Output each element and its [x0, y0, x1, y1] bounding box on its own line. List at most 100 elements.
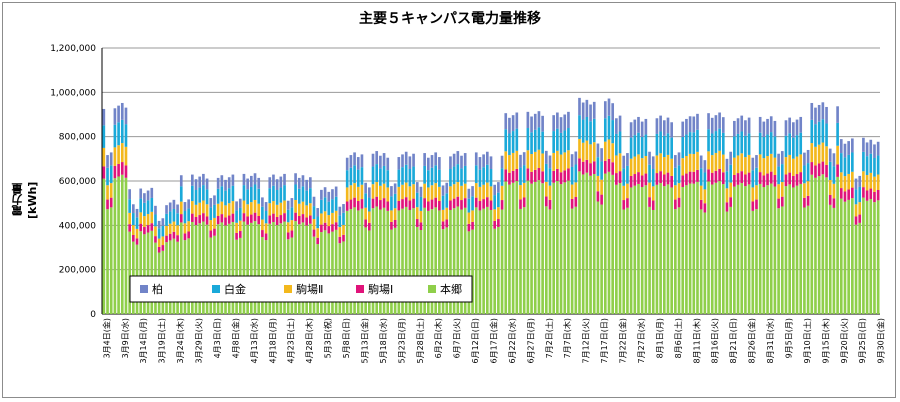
bar-本郷-202: [847, 199, 850, 314]
bar-本郷-116: [530, 183, 533, 314]
bar-白金-204: [854, 189, 858, 205]
bar-白金-189: [799, 132, 803, 155]
bar-駒場Ⅰ-87: [423, 198, 426, 208]
bar-駒場Ⅰ-53: [297, 216, 301, 225]
bar-柏-84: [412, 153, 415, 167]
bar-本郷-179: [762, 187, 766, 314]
x-tick-label: 5月3日(祝): [323, 318, 333, 358]
bar-柏-193: [814, 107, 817, 125]
bar-駒場Ⅰ-76: [382, 198, 386, 208]
x-tick-label: 3月4日(金): [101, 318, 111, 358]
legend-label-柏: 柏: [152, 282, 163, 296]
bar-駒場Ⅰ-203: [851, 187, 854, 199]
bar-駒場Ⅰ-148: [648, 197, 651, 207]
bar-白金-133: [592, 118, 596, 143]
bar-駒場Ⅱ-209: [873, 176, 876, 192]
y-tick-label: 800,000: [59, 133, 96, 143]
bar-柏-116: [530, 116, 533, 133]
bar-柏-62: [331, 189, 334, 200]
bar-柏-86: [419, 186, 423, 197]
bar-白金-160: [692, 132, 696, 155]
bar-駒場Ⅱ-55: [305, 205, 308, 218]
bar-白金-115: [526, 128, 530, 151]
bar-柏-41: [253, 173, 257, 185]
bar-柏-112: [515, 112, 519, 129]
bar-柏-97: [460, 155, 463, 169]
bar-駒場Ⅰ-67: [349, 199, 353, 210]
y-tick-label: 200,000: [59, 266, 96, 276]
bar-本郷-176: [751, 210, 755, 314]
x-tick-label: 8月21日(日): [729, 318, 738, 364]
bar-白金-1: [106, 167, 109, 186]
bar-駒場Ⅱ-207: [865, 175, 869, 191]
bar-柏-4: [117, 105, 120, 123]
bar-本郷-164: [707, 181, 710, 314]
bar-白金-107: [497, 192, 500, 208]
bar-柏-2: [109, 152, 113, 166]
bar-駒場Ⅰ-113: [519, 199, 522, 209]
bar-本郷-150: [655, 184, 659, 314]
bar-柏-188: [795, 119, 799, 136]
bar-柏-36: [235, 201, 238, 211]
bar-駒場Ⅰ-105: [489, 200, 493, 210]
bar-柏-120: [544, 150, 548, 164]
bar-駒場Ⅰ-13: [150, 223, 154, 231]
bar-駒場Ⅱ-135: [600, 179, 603, 195]
bar-白金-9: [135, 217, 139, 229]
bar-駒場Ⅰ-111: [511, 170, 515, 183]
bar-駒場Ⅱ-22: [183, 223, 187, 234]
bar-駒場Ⅱ-48: [279, 202, 283, 216]
bar-駒場Ⅱ-111: [511, 152, 515, 171]
bar-柏-17: [165, 205, 168, 214]
bar-白金-188: [795, 135, 799, 157]
bar-本郷-206: [862, 197, 865, 314]
bar-駒場Ⅱ-122: [552, 152, 556, 171]
bar-本郷-41: [253, 221, 257, 314]
bar-白金-72: [367, 197, 371, 212]
x-tick-label: 8月31日(水): [765, 318, 775, 364]
x-tick-label: 8月16日(火): [711, 318, 720, 364]
bar-駒場Ⅱ-10: [139, 212, 143, 224]
bar-白金-174: [744, 135, 747, 158]
bar-柏-18: [168, 202, 172, 212]
bar-白金-16: [161, 225, 165, 237]
bar-本郷-201: [843, 201, 847, 314]
bar-白金-29: [209, 207, 213, 221]
bar-駒場Ⅰ-11: [143, 227, 146, 235]
bar-駒場Ⅱ-33: [224, 205, 227, 218]
bar-本郷-187: [792, 187, 795, 314]
bar-柏-152: [662, 120, 666, 136]
bar-駒場Ⅰ-202: [847, 189, 850, 200]
bar-本郷-38: [242, 221, 246, 314]
bar-本郷-189: [799, 183, 803, 314]
bar-駒場Ⅰ-89: [430, 199, 434, 210]
bar-白金-19: [172, 208, 176, 222]
bar-駒場Ⅱ-108: [500, 185, 504, 201]
bar-本郷-124: [559, 184, 563, 314]
bar-駒場Ⅱ-170: [729, 182, 732, 198]
x-tick-label: 9月20日(火): [840, 318, 849, 364]
bar-柏-6: [124, 107, 128, 125]
bar-白金-156: [677, 165, 681, 184]
bar-白金-23: [187, 208, 190, 222]
bar-駒場Ⅰ-108: [500, 200, 504, 210]
bar-白金-138: [611, 120, 615, 144]
bar-駒場Ⅰ-8: [132, 234, 135, 242]
bar-駒場Ⅰ-136: [603, 160, 607, 174]
bar-駒場Ⅰ-75: [379, 200, 382, 210]
bar-柏-11: [143, 193, 146, 203]
bar-柏-33: [224, 179, 227, 191]
bar-柏-163: [703, 160, 707, 173]
bar-本郷-70: [360, 208, 364, 314]
bar-白金-172: [736, 133, 740, 156]
bar-柏-88: [426, 157, 430, 171]
bar-白金-128: [574, 164, 578, 183]
bar-柏-153: [666, 117, 670, 134]
bar-柏-38: [242, 173, 246, 186]
bar-柏-76: [382, 153, 386, 166]
bar-白金-150: [655, 133, 659, 156]
bar-本郷-92: [441, 229, 445, 314]
bar-駒場Ⅱ-45: [268, 203, 272, 216]
bar-柏-50: [286, 200, 290, 210]
bar-駒場Ⅱ-140: [618, 153, 622, 172]
